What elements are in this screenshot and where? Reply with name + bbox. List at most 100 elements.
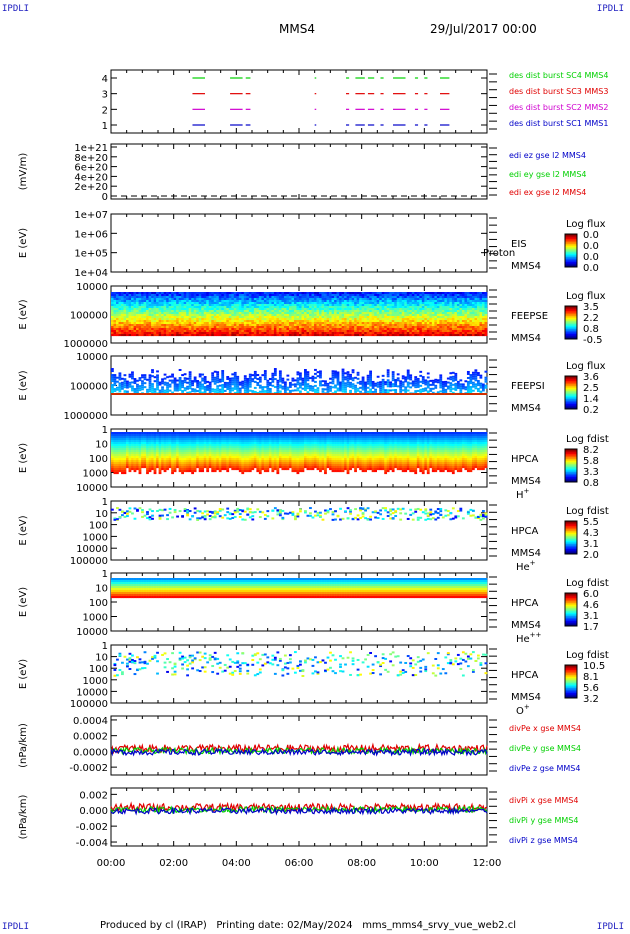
colorbar-segment	[565, 452, 577, 455]
colorbar-segment	[565, 327, 577, 330]
colorbar-title-hpca_o: Log fdist	[566, 650, 609, 661]
colorbar-segment	[565, 460, 577, 463]
colorbar-segment	[565, 463, 577, 466]
legend-entry-divpi: divPi x gse MMS4	[509, 796, 578, 805]
colorbar-segment	[565, 257, 577, 260]
legend-entry-burst: des dist burst SC3 MMS3	[509, 87, 608, 96]
species-label-hpca_o: HPCA	[511, 670, 539, 681]
y-tick-label-hpca_h: 10000	[76, 483, 108, 494]
colorbar-segment	[565, 322, 577, 325]
y-tick-label-hpca_he: 10000	[76, 544, 108, 555]
y-axis-label-hpca_hepp: E (eV)	[18, 587, 29, 617]
colorbar-segment	[565, 544, 577, 547]
y-axis-label-edi: (mV/m)	[18, 153, 29, 191]
colorbar-segment	[565, 693, 577, 696]
y-tick-label-hpca_he: 100	[89, 521, 108, 532]
colorbar-segment	[565, 684, 577, 687]
species-label-hpca_he: MMS4	[511, 548, 541, 559]
x-tick-label: 10:00	[410, 858, 439, 869]
species-label-feepse: MMS4	[511, 333, 541, 344]
colorbar-segment	[565, 467, 577, 470]
y-tick-label-edi: 1e+21	[74, 143, 108, 154]
colorbar-segment	[565, 678, 577, 681]
colorbar-tick-hpca_h: 0.8	[583, 478, 599, 489]
y-tick-label-burst: 2	[102, 105, 108, 116]
colorbar-segment	[565, 325, 577, 328]
species-label-feepse: FEEPSE	[511, 311, 548, 322]
colorbar-segment	[565, 681, 577, 684]
colorbar-title-eis: Log flux	[566, 219, 606, 230]
corner-label-top-left: IPDLI	[2, 4, 30, 14]
colorbar-segment	[565, 317, 577, 320]
colorbar-segment	[565, 453, 577, 457]
colorbar-segment	[565, 407, 577, 410]
legend-entry-divpi: divPi z gse MMS4	[509, 836, 578, 845]
colorbar-segment	[565, 606, 577, 609]
colorbar-segment	[565, 324, 577, 327]
legend-entry-edi: edi ex gse l2 MMS4	[509, 188, 586, 197]
colorbar-segment	[565, 337, 577, 340]
colorbar-tick-eis: 0.0	[583, 252, 599, 263]
colorbar-segment	[565, 450, 577, 453]
colorbar-segment	[565, 234, 577, 237]
overlay-text-eis: Proton	[483, 248, 515, 259]
series-line-divpi	[110, 806, 488, 816]
colorbar-frame-feepsi	[564, 375, 578, 410]
colorbar-segment	[565, 550, 577, 553]
spectrogram-feepsi	[111, 368, 488, 395]
colorbar-segment	[565, 594, 577, 597]
colorbar-segment	[565, 622, 577, 625]
colorbar-segment	[565, 405, 577, 408]
colorbar-segment	[565, 545, 577, 548]
y-tick-label-divpe: 0.0002	[73, 732, 108, 743]
y-axis-label-eis: E (eV)	[18, 228, 29, 258]
y-axis-label-feepse: E (eV)	[18, 299, 29, 329]
colorbar-segment	[565, 265, 577, 268]
y-tick-label-divpe: 0.0000	[73, 747, 108, 758]
colorbar-tick-hpca_h: 3.3	[583, 467, 599, 478]
y-tick-label-hpca_hepp: 1	[102, 569, 108, 580]
legend-entry-edi: edi ez gse l2 MMS4	[509, 151, 586, 160]
y-tick-label-hpca_o: 100000	[70, 699, 108, 710]
colorbar-segment	[565, 334, 577, 337]
species-label-hpca_o: O+	[516, 703, 530, 717]
colorbar-segment	[565, 457, 577, 460]
colorbar-segment	[565, 521, 577, 524]
colorbar-segment	[565, 329, 577, 332]
colorbar-segment	[565, 604, 577, 607]
colorbar-segment	[565, 599, 577, 602]
colorbar-segment	[565, 671, 577, 674]
colorbar-segment	[565, 397, 577, 400]
series-line-divpe	[110, 747, 488, 757]
colorbar-segment	[565, 688, 577, 691]
colorbar-segment	[565, 384, 577, 387]
y-tick-label-edi: 8e+20	[74, 153, 108, 164]
colorbar-segment	[565, 458, 577, 462]
colorbar-segment	[565, 537, 577, 540]
colorbar-tick-hpca_o: 5.6	[583, 683, 599, 694]
species-label-hpca_o: MMS4	[511, 692, 541, 703]
colorbar-segment	[565, 235, 577, 238]
colorbar-segment	[565, 480, 577, 483]
colorbar-segment	[565, 624, 577, 627]
y-tick-label-hpca_o: 1000	[83, 676, 108, 687]
species-label-eis: EIS	[511, 239, 527, 250]
colorbar-segment	[565, 402, 577, 405]
colorbar-tick-feepse: -0.5	[583, 335, 603, 346]
y-tick-label-feepse: 10000	[76, 282, 108, 293]
y-tick-label-divpi: 0.000	[79, 806, 108, 817]
y-tick-label-hpca_o: 10	[95, 653, 108, 664]
y-tick-label-divpe: 0.0004	[73, 716, 108, 727]
colorbar-tick-hpca_o: 10.5	[583, 661, 605, 672]
species-label-hpca_he: HPCA	[511, 526, 539, 537]
colorbar-tick-hpca_hepp: 3.1	[583, 611, 599, 622]
colorbar-segment	[565, 475, 577, 478]
y-tick-label-feepsi: 1000000	[63, 411, 108, 422]
colorbar-segment	[565, 389, 577, 392]
colorbar-segment	[565, 255, 577, 258]
x-tick-label: 00:00	[97, 858, 126, 869]
colorbar-segment	[565, 310, 577, 314]
corner-label-bottom-left: IPDLI	[2, 922, 30, 932]
colorbar-tick-feepsi: 3.6	[583, 372, 599, 383]
colorbar-segment	[565, 319, 577, 322]
